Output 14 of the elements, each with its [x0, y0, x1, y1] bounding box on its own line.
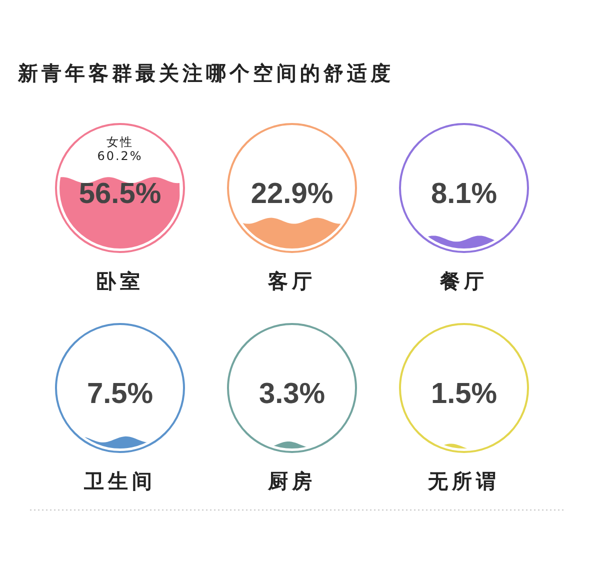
- category-label: 客厅: [267, 269, 316, 293]
- text: 新青年客群最关注哪个空间的舒适度: [17, 61, 394, 85]
- data-label: 22.9%: [250, 178, 334, 210]
- data-label: 1.5%: [430, 378, 498, 410]
- data-label: 8.1%: [430, 178, 498, 210]
- data-label: 56.5%: [78, 178, 162, 210]
- category-label: 厨房: [267, 469, 316, 493]
- data-label: 7.5%: [86, 378, 154, 410]
- category-label: 无所谓: [427, 469, 500, 493]
- text: 女性 60.2%: [97, 135, 143, 163]
- category-label: 卧室: [96, 269, 144, 293]
- category-label: 餐厅: [439, 269, 488, 293]
- category-label: 卫生间: [83, 469, 156, 493]
- data-label: 3.3%: [258, 378, 326, 410]
